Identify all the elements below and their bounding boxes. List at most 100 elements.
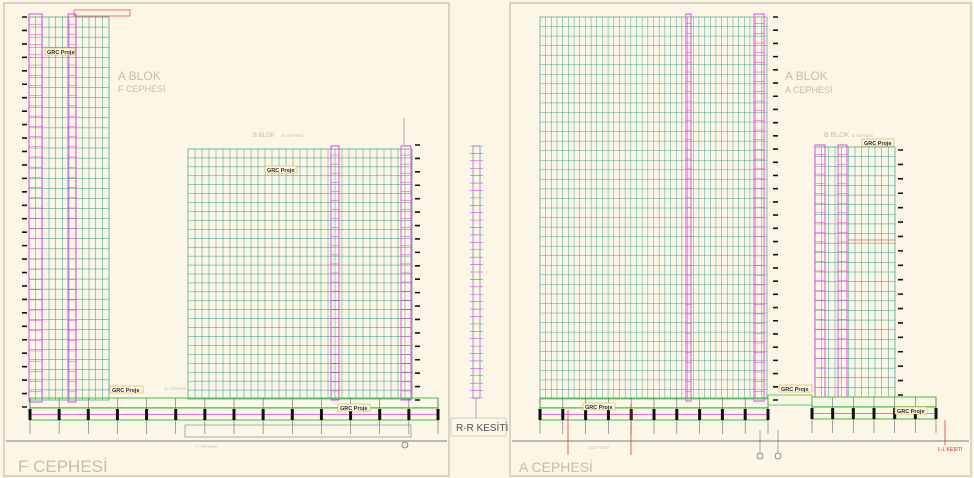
podium-pier-cap	[606, 409, 610, 420]
r-r-section-strip	[470, 145, 483, 420]
r-r-section-title: R-R KESİTİ	[456, 421, 508, 434]
podium-pier-cap	[57, 409, 61, 420]
podium-pier-cap	[561, 409, 565, 420]
ground-lines	[6, 430, 969, 460]
podium-pier-cap	[893, 408, 897, 419]
left-b-blok-facade: B CEPHESİ	[282, 133, 303, 138]
roof-parapet	[73, 9, 131, 17]
grc-tag: GRC Proje	[585, 405, 613, 411]
podium-pier-cap	[766, 409, 770, 420]
grc-tag-box	[582, 402, 616, 411]
l-l-section-marker: L-L KESİTİ	[938, 446, 962, 453]
podium-pier-cap	[872, 408, 876, 419]
left-small-note: B CEPHESİ	[165, 386, 186, 391]
floor-level-markers	[773, 16, 778, 401]
grid-axis-bubble	[756, 452, 764, 460]
right-podium	[538, 394, 946, 455]
grc-tag-box	[337, 403, 371, 412]
left-b-blok-tower	[187, 118, 420, 401]
right-a-blok-facade: A CEPHESİ	[785, 85, 833, 95]
podium-pier-cap	[407, 409, 411, 420]
right-a-blok-tower	[539, 13, 778, 402]
column-floor-ticks	[331, 145, 339, 401]
grc-tag-box	[778, 384, 813, 393]
right-a-blok-name: A BLOK	[785, 69, 828, 83]
podium-pier-cap	[145, 409, 149, 420]
grid-axis-bubble	[401, 441, 409, 449]
right-sheet-title: A CEPHESİ	[519, 458, 593, 475]
podium-pier-cap	[652, 409, 656, 420]
right-b-blok-tower	[814, 144, 903, 398]
grc-tag-box	[44, 47, 76, 56]
podium-pier-cap	[743, 409, 747, 420]
left-a-blok-facade: F CEPHESİ	[118, 84, 166, 94]
left-a-blok-tower	[22, 9, 131, 408]
podium-pier-cap	[378, 409, 382, 420]
right-sheet-frame	[509, 2, 972, 477]
grc-tag: GRC Proje	[340, 406, 368, 412]
column-floor-ticks	[754, 13, 764, 402]
podium-link	[767, 394, 813, 406]
grid-axis-bubble	[774, 452, 782, 460]
column-floor-ticks	[686, 13, 691, 402]
podium-pier-cap	[349, 409, 353, 420]
podium-pier-cap	[203, 409, 207, 420]
facade-grid-lines	[29, 17, 109, 400]
podium-basement	[184, 424, 412, 438]
grc-tag: GRC Proje	[47, 50, 75, 56]
podium-pier-cap	[28, 409, 32, 420]
podium-pier-cap	[584, 409, 588, 420]
podium-pier-cap	[232, 409, 236, 420]
left-ground-note: F CEPHESİ	[196, 444, 217, 449]
right-ground-note: A CEPHESİ	[588, 445, 609, 450]
left-a-blok-name: A BLOK	[118, 69, 161, 83]
podium-pier-cap	[698, 409, 702, 420]
floor-level-markers	[415, 144, 420, 401]
podium-pier-cap	[290, 409, 294, 420]
podium-pier-cap	[86, 409, 90, 420]
podium-pier-cap	[831, 408, 835, 419]
right-b-blok-name: B BLOK	[824, 132, 850, 139]
grc-tag-box	[861, 138, 895, 147]
podium-pier-cap	[436, 409, 440, 420]
column-floor-ticks	[29, 13, 42, 403]
podium-pier-cap	[538, 409, 542, 420]
floor-level-markers	[22, 16, 27, 408]
grc-tag-box	[264, 165, 298, 174]
right-grc-tags: GRC Proje GRC Proje GRC Proje GRC Proje	[582, 138, 928, 415]
podium-pier-cap	[115, 409, 119, 420]
sheet-frames	[3, 2, 972, 477]
podium-pier-cap	[675, 409, 679, 420]
column-floor-ticks	[815, 144, 825, 398]
grc-tag: GRC Proje	[267, 168, 295, 174]
grc-tag-box	[109, 385, 144, 394]
left-sheet-frame	[3, 2, 450, 477]
facade-grid-lines	[188, 149, 412, 399]
podium-pier-cap	[319, 409, 323, 420]
facade-grid-lines	[815, 147, 895, 397]
podium-pier-cap	[851, 408, 855, 419]
left-grc-tags: GRC Proje GRC Proje GRC Proje GRC Proje	[44, 47, 371, 412]
column-floor-ticks	[838, 144, 847, 398]
grc-tag-box	[894, 406, 928, 415]
left-sheet-title: F CEPHESİ	[18, 457, 108, 476]
right-b-blok-facade: B CEPHESİ	[852, 133, 873, 138]
grc-tag: GRC Proje	[781, 387, 809, 393]
section-floor-lines	[470, 145, 483, 399]
grc-tag: GRC Proje	[897, 409, 925, 415]
podium-pier-cap	[261, 409, 265, 420]
floor-level-markers	[898, 149, 903, 396]
podium-pier-cap	[934, 408, 938, 419]
podium-pier-cap	[174, 409, 178, 420]
facade-grid-lines	[540, 17, 767, 399]
podium-pier-cap	[720, 409, 724, 420]
left-podium	[28, 397, 440, 438]
grc-tag: GRC Proje	[112, 388, 140, 394]
grc-tag: GRC Proje	[864, 141, 892, 147]
podium-pier-cap	[810, 408, 814, 419]
left-b-blok-name: B BLOK	[253, 133, 275, 139]
column-floor-ticks	[401, 145, 411, 401]
r-r-title-box	[450, 417, 507, 437]
